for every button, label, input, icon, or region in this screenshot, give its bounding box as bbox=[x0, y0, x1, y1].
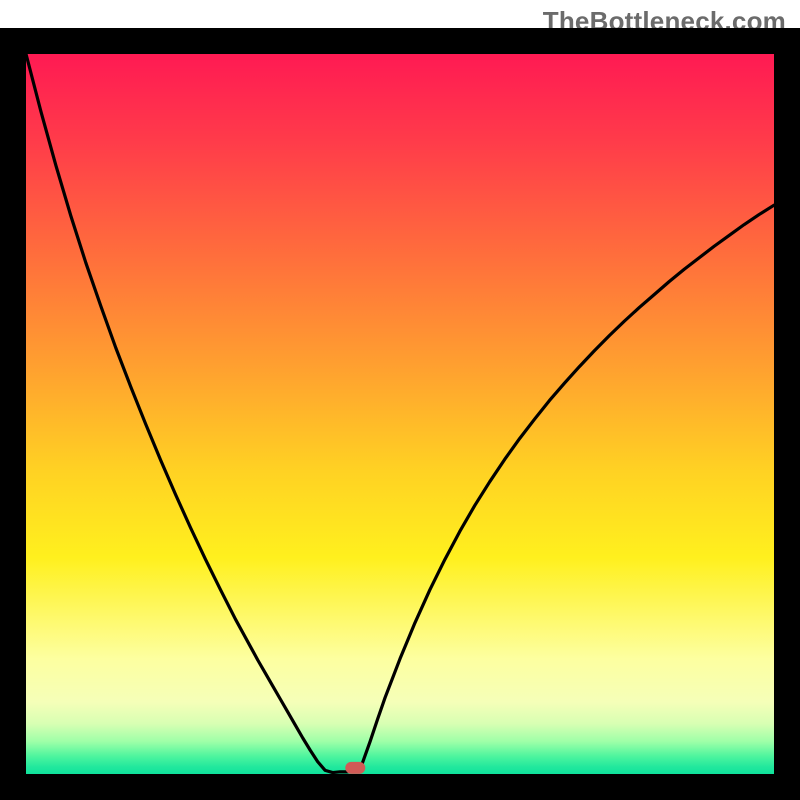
bottleneck-curve bbox=[0, 0, 800, 800]
optimum-marker bbox=[345, 762, 364, 774]
bottleneck-chart: TheBottleneck.com bbox=[0, 0, 800, 800]
